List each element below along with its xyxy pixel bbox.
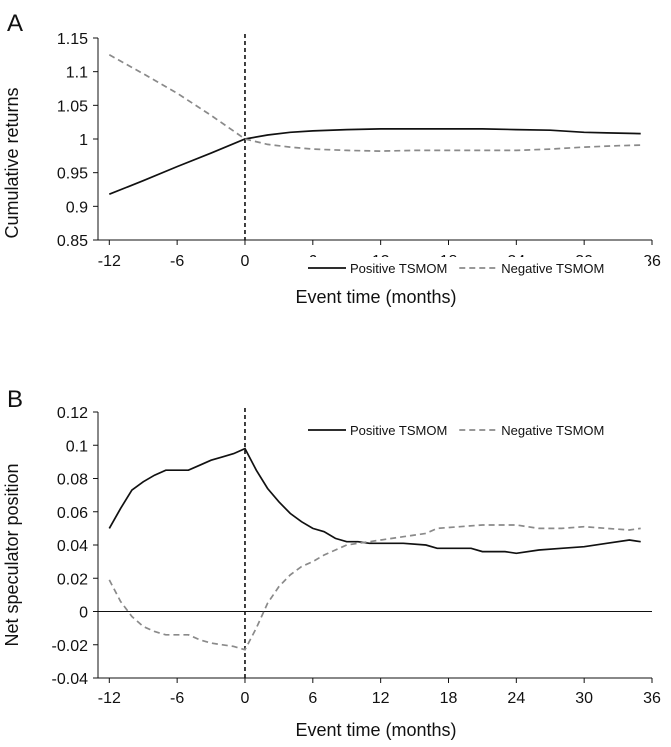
panel-b-y-tick-label: -0.04 [52,671,89,688]
panel-a-y-axis-title: Cumulative returns [2,87,22,238]
panel-b-label: B [7,386,23,413]
panel-b-x-tick-label: 36 [643,690,661,707]
panel-a-x-tick-label: -6 [170,253,184,270]
panel-b-y-tick-label: 0.12 [57,405,88,422]
panel-b-y-tick-label: 0.06 [57,505,88,522]
panel-b-x-tick-label: -12 [98,690,121,707]
panel-b-x-tick-label: -6 [170,690,184,707]
panel-b-x-tick-label: 0 [241,690,250,707]
panel-a-y-tick-label: 1.15 [57,31,88,48]
panel-b-x-tick-label: 6 [308,690,317,707]
panel-a-legend-label: Negative TSMOM [501,261,604,276]
panel-b-x-tick-label: 24 [507,690,525,707]
panel-b-y-tick-label: 0.1 [66,438,88,455]
panel-b-series-positive-tsmom [108,447,641,555]
panel-a-y-tick-label: 1 [79,132,88,149]
panel-b-y-tick-label: 0.02 [57,571,88,588]
panel-a-x-tick-label: 0 [241,253,250,270]
panel-b-y-axis-title: Net speculator position [2,463,22,646]
panel-a-label: A [7,10,23,37]
panel-a-legend: Positive TSMOM Negative TSMOM [300,257,648,279]
panel-b-legend-label: Positive TSMOM [350,423,447,438]
panel-b-y-tick-label: 0.04 [57,538,88,555]
panel-a: A Cumulative returns Event time (months)… [2,10,661,307]
panel-a-series-positive-tsmom [108,128,641,195]
panel-b-x-axis-title: Event time (months) [295,720,456,740]
panel-a-x-tick-label: -12 [98,253,121,270]
panel-b-series-negative-tsmom [108,524,641,651]
panel-b-x-tick-label: 12 [372,690,390,707]
panel-a-y-tick-label: 0.95 [57,166,88,183]
panel-a-y-tick-label: 1.05 [57,98,88,115]
panel-a-legend-label: Positive TSMOM [350,261,447,276]
panel-b-x-tick-label: 30 [575,690,593,707]
panel-b-y-tick-label: 0 [79,605,88,622]
panel-a-y-tick-label: 1.1 [66,65,88,82]
panel-a-y-tick-label: 0.85 [57,233,88,250]
panel-b-x-tick-label: 18 [440,690,458,707]
panel-a-y-tick-label: 0.9 [66,199,88,216]
panel-b-y-tick-label: -0.02 [52,638,89,655]
panel-b: B Net speculator position Event time (mo… [2,386,661,740]
panel-a-series-negative-tsmom [108,54,641,152]
panel-b-y-tick-label: 0.08 [57,472,88,489]
panel-b-legend: Positive TSMOM Negative TSMOM [300,419,648,441]
panel-b-legend-label: Negative TSMOM [501,423,604,438]
panel-a-x-axis-title: Event time (months) [295,287,456,307]
